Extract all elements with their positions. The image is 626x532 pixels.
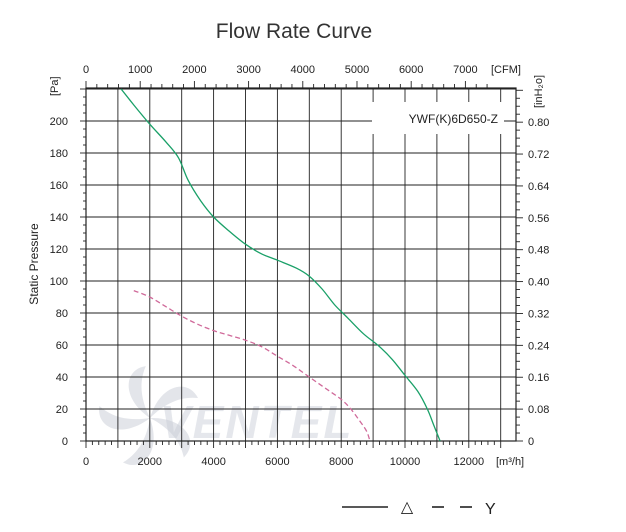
- y-tick-label: 80: [56, 308, 68, 320]
- x-tick-label: 0: [83, 456, 89, 468]
- fan-blade-icon: [150, 386, 198, 418]
- grid-layer: [85, 88, 516, 442]
- fan-blade-icon: [128, 366, 150, 418]
- series-layer: [120, 88, 441, 442]
- x-tick-label: 10000: [390, 456, 421, 468]
- watermark-logo-text: VENTEL: [160, 396, 353, 448]
- y2-tick-label: 0.80: [528, 117, 549, 129]
- x-tick-label: 4000: [201, 456, 225, 468]
- y-tick-label: 180: [50, 148, 68, 160]
- y2-tick-label: 0: [528, 436, 534, 448]
- x-axis-unit: [m³/h]: [496, 456, 524, 468]
- y2-tick-label: 0.48: [528, 245, 549, 257]
- x2-tick-label: 4000: [291, 64, 315, 76]
- legend-triangle-label: △: [401, 499, 414, 516]
- model-label: YWF(K)6D650-Z: [409, 112, 498, 126]
- y-tick-label: 120: [50, 244, 68, 256]
- y2-tick-label: 0.16: [528, 372, 549, 384]
- y-axis-title: Static Pressure: [27, 223, 41, 305]
- y-tick-label: 140: [50, 212, 68, 224]
- y2-axis-unit: [inH₂o]: [533, 75, 545, 108]
- y-tick-label: 40: [56, 372, 68, 384]
- x-tick-label: 6000: [265, 456, 289, 468]
- y2-tick-label: 0.40: [528, 277, 549, 289]
- x2-tick-label: 3000: [236, 64, 260, 76]
- series-line-1: [120, 88, 441, 442]
- x2-tick-label: 0: [83, 64, 89, 76]
- x2-tick-label: 1000: [128, 64, 152, 76]
- y2-tick-label: 0.64: [528, 181, 549, 193]
- y2-tick-label: 0.72: [528, 149, 549, 161]
- x2-axis-unit: [CFM]: [491, 64, 521, 76]
- x2-tick-label: 7000: [453, 64, 477, 76]
- y-tick-label: 200: [50, 116, 68, 128]
- watermark-layer: VENTEL: [99, 366, 353, 465]
- x-tick-label: 2000: [138, 456, 162, 468]
- fan-blade-icon: [150, 417, 191, 458]
- y-tick-label: 0: [62, 436, 68, 448]
- legend-layer: △ Y: [342, 499, 496, 518]
- label-layer: 0 2000 4000 6000 8000 10000 120000204060801001…: [27, 64, 549, 468]
- model-label-box: [372, 102, 504, 134]
- y-tick-label: 160: [50, 180, 68, 192]
- y-tick-label: 60: [56, 340, 68, 352]
- y2-tick-label: 0.56: [528, 213, 549, 225]
- y-tick-label: 100: [50, 276, 68, 288]
- y2-tick-label: 0.08: [528, 404, 549, 416]
- fan-blade-icon: [122, 418, 154, 465]
- legend-y-label: Y: [485, 501, 496, 518]
- x2-tick-label: 2000: [182, 64, 206, 76]
- y2-tick-label: 0.32: [528, 308, 549, 320]
- x2-tick-label: 6000: [399, 64, 423, 76]
- y-tick-label: 20: [56, 404, 68, 416]
- x-tick-label: 8000: [329, 456, 353, 468]
- axis-layer: [80, 81, 523, 448]
- ventel-logo-icon: [99, 366, 198, 465]
- y2-tick-label: 0.24: [528, 340, 549, 352]
- fan-blade-icon: [99, 405, 150, 430]
- x2-tick-label: 5000: [345, 64, 369, 76]
- series-line-2: [133, 289, 371, 442]
- x-tick-label: 12000: [454, 456, 485, 468]
- plot-frame: [85, 87, 517, 442]
- chart-title: Flow Rate Curve: [216, 20, 372, 43]
- y-axis-unit: [Pa]: [49, 76, 61, 96]
